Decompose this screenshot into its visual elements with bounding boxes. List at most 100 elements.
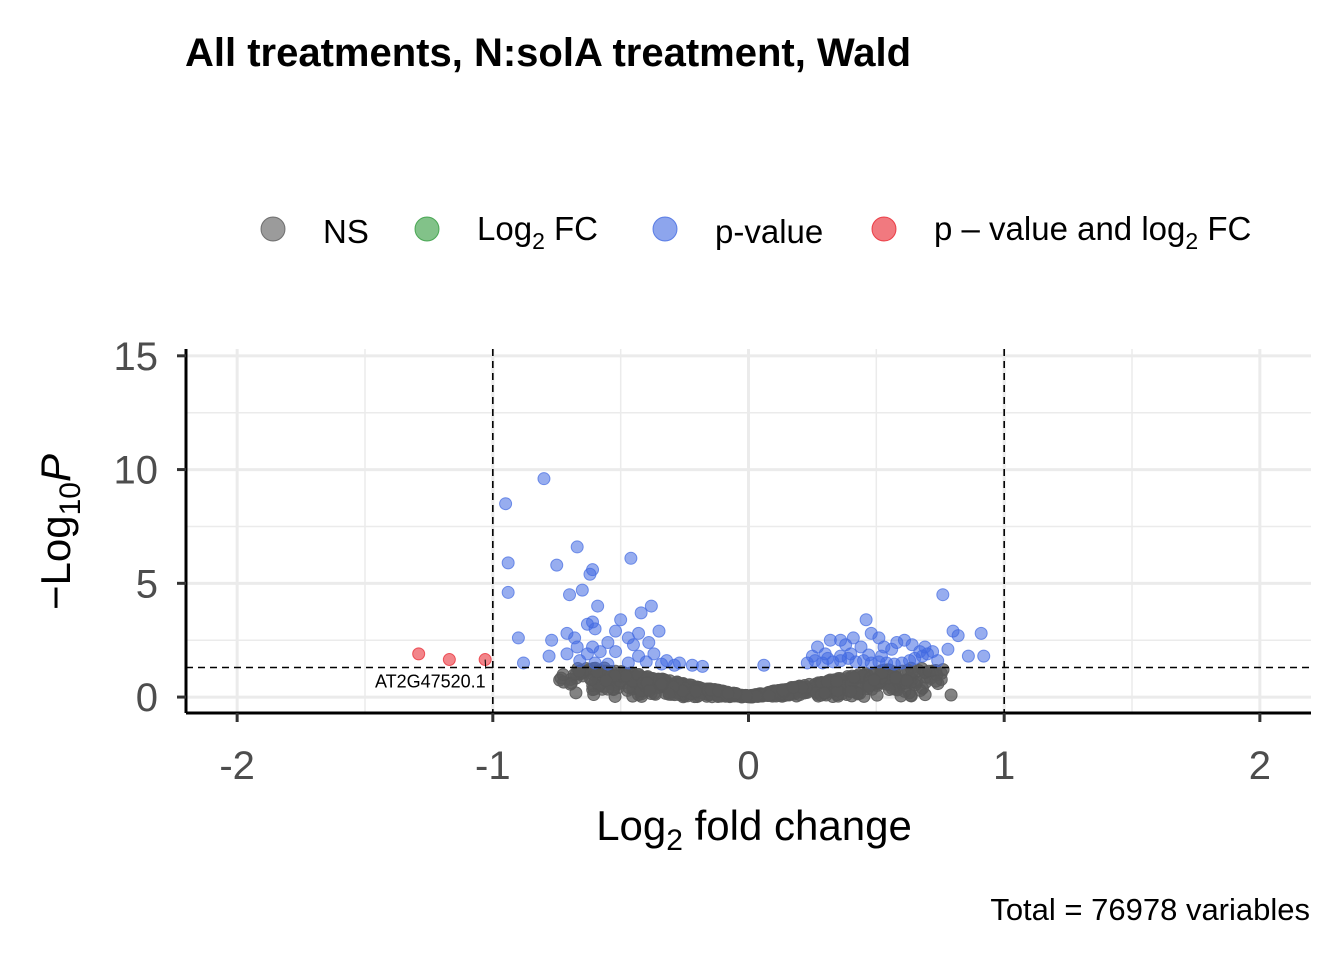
legend-key-pvalue [652, 216, 678, 242]
point-pfc [442, 653, 456, 667]
point-ns [944, 688, 958, 702]
point-p [644, 599, 658, 613]
point-p [550, 558, 564, 572]
point-p [560, 626, 574, 640]
y-axis-ticks: 0 5 10 15 [114, 335, 186, 720]
x-tick-label: -2 [219, 744, 255, 788]
point-p [570, 540, 584, 554]
point-p [977, 649, 991, 663]
point-p [834, 649, 848, 663]
point-p [757, 658, 771, 672]
point-p [695, 659, 709, 673]
point-p [974, 626, 988, 640]
point-p [517, 656, 530, 670]
chart-title: All treatments, N:solA treatment, Wald [185, 31, 911, 75]
point-pfc [412, 647, 426, 661]
point-ns [844, 685, 858, 699]
legend-item-log2fc: Log2 FC [414, 210, 598, 254]
point-p [951, 629, 965, 643]
point-p [588, 656, 602, 670]
x-tick-label: 1 [993, 744, 1015, 788]
point-ns [643, 684, 657, 698]
point-p [918, 640, 932, 654]
point-p [609, 645, 623, 659]
point-p [588, 622, 602, 636]
point-p [545, 633, 559, 647]
y-tick-label: 15 [114, 335, 159, 379]
legend-item-pvalue-and-log2fc: p – value and log2 FC [871, 210, 1251, 254]
point-p [614, 613, 628, 627]
point-ns [721, 686, 735, 700]
point-p [862, 648, 876, 662]
x-tick-label: -1 [475, 744, 511, 788]
annotations: AT2G47520.1 [375, 659, 487, 692]
point-p [591, 599, 605, 613]
point-ns [563, 677, 577, 691]
y-axis-title: −Log10P [32, 454, 87, 610]
legend: NS Log2 FC p-value p – value and log2 FC [260, 210, 1251, 254]
point-ns [762, 689, 776, 703]
point-ns [889, 671, 903, 685]
data-points [412, 472, 991, 704]
point-p [624, 551, 638, 565]
point-ns [587, 688, 601, 702]
point-p [961, 649, 975, 663]
legend-label-pvalue: p-value [715, 213, 823, 250]
point-p [499, 497, 513, 511]
point-p [854, 640, 868, 654]
point-ns [894, 689, 908, 703]
point-p [634, 606, 648, 620]
point-ns [830, 674, 844, 688]
point-ns [599, 674, 613, 688]
point-ns [654, 677, 668, 691]
point-p [846, 631, 860, 645]
legend-label-pvalue-and-log2fc: p – value and log2 FC [934, 210, 1251, 254]
point-p [575, 583, 589, 597]
point-ns [882, 683, 896, 697]
point-p [667, 658, 681, 672]
point-p [805, 649, 819, 663]
point-p [931, 654, 945, 668]
point-ns [900, 674, 914, 688]
point-p [941, 642, 955, 656]
point-p [583, 567, 597, 581]
point-p [818, 647, 832, 661]
point-p [874, 649, 888, 663]
y-tick-label: 10 [114, 449, 159, 493]
y-tick-label: 0 [136, 676, 158, 720]
legend-item-pvalue: p-value [652, 213, 823, 250]
point-p [647, 647, 661, 661]
cutoff-lines [186, 349, 1311, 713]
point-p [563, 588, 577, 602]
point-ns [867, 673, 881, 687]
point-p [652, 624, 666, 638]
point-ns [847, 671, 861, 685]
x-tick-label: 2 [1249, 744, 1271, 788]
point-ns [929, 674, 943, 688]
point-ns [662, 687, 676, 701]
point-p [560, 647, 574, 661]
gene-label: AT2G47520.1 [375, 672, 486, 692]
point-p [501, 585, 515, 599]
legend-label-ns: NS [323, 213, 369, 250]
point-ns [739, 689, 753, 703]
point-p [859, 613, 873, 627]
point-p [537, 472, 551, 486]
point-p [642, 635, 656, 649]
point-p [542, 649, 556, 663]
point-p [626, 638, 640, 652]
x-tick-label: 0 [737, 744, 759, 788]
legend-item-ns: NS [260, 213, 369, 250]
point-ns [870, 688, 884, 702]
point-ns [786, 681, 800, 695]
grid-major [186, 349, 1311, 713]
legend-key-log2fc [414, 216, 440, 242]
point-p [573, 654, 587, 668]
y-tick-label: 5 [136, 562, 158, 606]
point-p [570, 640, 584, 654]
x-axis-ticks: -2 -1 0 1 2 [219, 713, 1271, 788]
point-ns [619, 669, 633, 683]
point-ns [818, 686, 832, 700]
point-p [936, 588, 950, 602]
